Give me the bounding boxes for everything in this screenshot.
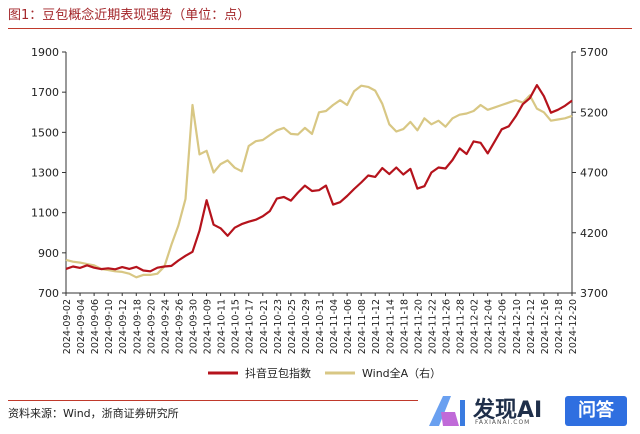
x-tick-label: 2024-11-18	[399, 299, 410, 354]
x-tick-label: 2024-11-26	[442, 299, 453, 354]
series-line-douyin-doubao	[65, 83, 573, 273]
y-left-tick-label: 1900	[31, 46, 59, 59]
source-note: 资料来源：Wind，浙商证券研究所	[8, 407, 179, 420]
x-tick-label: 2024-12-16	[540, 299, 551, 354]
legend-label-1: 抖音豆包指数	[245, 366, 311, 380]
x-tick-label: 2024-11-22	[427, 299, 438, 354]
brand-name: 发现AI	[473, 398, 543, 423]
x-tick-label: 2024-09-20	[146, 299, 157, 354]
x-tick-label: 2024-09-18	[132, 299, 143, 354]
y-left-tick-label: 1100	[31, 207, 59, 220]
x-tick-label: 2024-12-20	[568, 299, 579, 354]
x-tick-label: 2024-11-06	[343, 299, 354, 354]
y-right-tick-label: 5700	[580, 46, 608, 59]
x-tick-label: 2024-11-14	[385, 299, 396, 354]
y-right-tick-label: 5200	[580, 106, 608, 119]
x-tick-label: 2024-10-21	[259, 299, 270, 354]
y-right-tick-label: 4700	[580, 167, 608, 180]
x-tick-label: 2024-11-20	[413, 299, 424, 354]
x-tick-label: 2024-09-30	[189, 299, 200, 354]
x-tick-label: 2024-12-10	[512, 299, 523, 354]
x-tick-label: 2024-10-09	[203, 299, 214, 354]
y-left-tick-label: 900	[38, 247, 59, 260]
x-tick-label: 2024-10-25	[287, 299, 298, 354]
x-tick-label: 2024-10-11	[217, 299, 228, 354]
y-left-tick-label: 700	[38, 287, 59, 300]
x-tick-label: 2024-10-17	[245, 299, 256, 354]
brand-watermark: 发现AI FAXIANAI.COM 问答	[425, 392, 635, 430]
y-left-tick-label: 1300	[31, 167, 59, 180]
x-tick-label: 2024-09-02	[62, 299, 73, 354]
y-left-tick-label: 1700	[31, 86, 59, 99]
x-tick-label: 2024-09-26	[174, 299, 185, 354]
footer: 资料来源：Wind，浙商证券研究所	[8, 400, 418, 429]
brand-subtitle: FAXIANAI.COM	[475, 419, 531, 426]
x-tick-label: 2024-09-24	[160, 299, 171, 354]
y-left-tick-label: 1500	[31, 126, 59, 139]
qa-button[interactable]: 问答	[565, 396, 627, 426]
y-right-tick-label: 3700	[580, 287, 608, 300]
x-tick-label: 2024-11-04	[329, 299, 340, 354]
x-tick-label: 2024-09-10	[104, 299, 115, 354]
x-tick-label: 2024-09-06	[90, 299, 101, 354]
x-tick-label: 2024-11-28	[456, 299, 467, 354]
brand-logo-icon	[429, 396, 465, 426]
x-tick-label: 2024-10-31	[315, 299, 326, 354]
line-chart: 700 900 1100 1300 1500 1700 1900 3700 4200 4700 52…	[31, 46, 608, 380]
x-tick-label: 2024-12-04	[484, 299, 495, 354]
title-bar: 图1：豆包概念近期表现强势（单位：点）	[8, 4, 632, 29]
series-line-wind-all-a	[65, 84, 573, 279]
x-tick-label: 2024-11-12	[371, 299, 382, 354]
y-right-tick-label: 4200	[580, 227, 608, 240]
x-tick-label: 2024-12-12	[526, 299, 537, 354]
x-tick-label: 2024-10-29	[301, 299, 312, 354]
x-tick-label: 2024-12-18	[554, 299, 565, 354]
legend-label-2: Wind全A（右）	[362, 366, 441, 380]
x-tick-label: 2024-10-23	[273, 299, 284, 354]
x-tick-label: 2024-12-02	[470, 299, 481, 354]
x-tick-label: 2024-12-06	[498, 299, 509, 354]
chart-title: 图1：豆包概念近期表现强势（单位：点）	[8, 8, 251, 23]
x-tick-label: 2024-09-04	[76, 299, 87, 354]
x-tick-label: 2024-11-08	[357, 299, 368, 354]
x-tick-label: 2024-09-12	[118, 299, 129, 354]
x-tick-label: 2024-10-15	[231, 299, 242, 354]
